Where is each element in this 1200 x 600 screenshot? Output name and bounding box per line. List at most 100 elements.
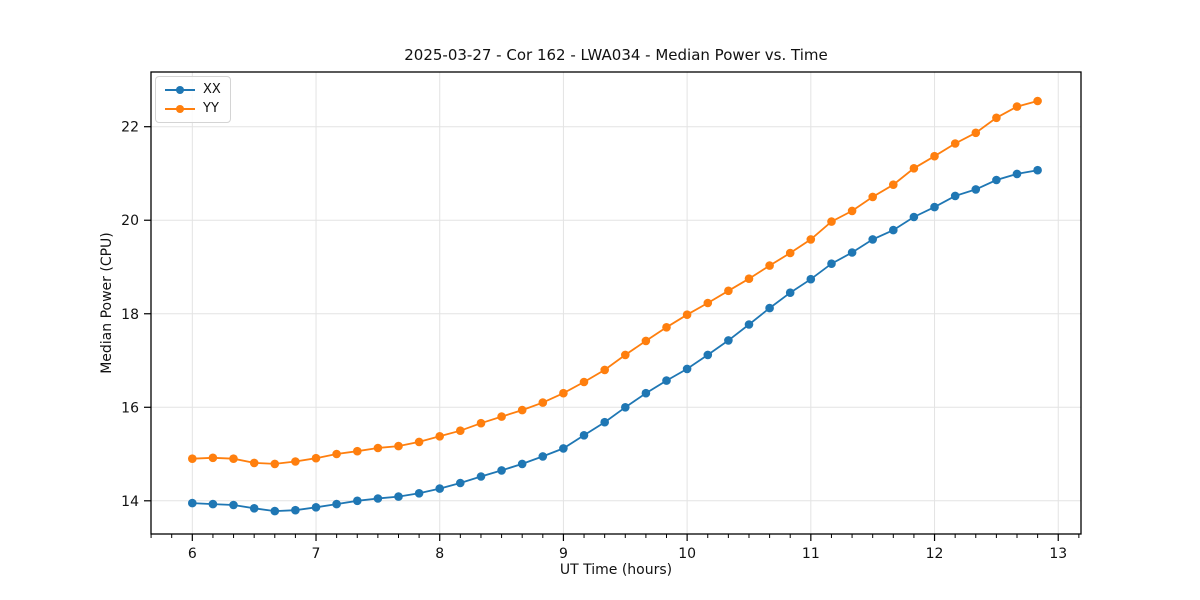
y-tick-label: 14 [121,494,139,510]
legend-label-xx: XX [203,82,221,97]
data-point-yy [1033,96,1042,106]
data-point-xx [847,248,857,257]
data-point-xx [744,320,754,329]
series-line-yy [192,100,1038,465]
data-point-xx [188,498,197,508]
legend-item-yy: YY [164,102,221,116]
data-point-xx [394,492,403,501]
data-point-xx [621,403,630,412]
y-tick-label: 22 [121,120,139,136]
legend: XX YY [155,76,231,123]
data-point-xx [724,336,733,345]
data-point-yy [785,248,795,258]
data-point-yy [971,128,981,138]
data-point-yy [1012,102,1022,111]
data-point-yy [476,418,486,428]
data-point-yy [950,139,960,148]
data-point-xx [930,202,939,212]
data-point-yy [744,274,754,284]
data-point-yy [889,180,898,189]
data-point-yy [806,235,816,244]
x-tick-label: 13 [1049,546,1067,562]
data-point-xx [559,444,568,453]
data-point-xx [785,288,795,298]
data-point-yy [394,441,403,451]
data-point-yy [414,437,424,447]
data-point-yy [662,323,671,332]
data-point-yy [373,443,383,453]
data-point-xx [662,376,671,385]
data-point-xx [414,489,424,498]
data-point-xx [600,417,609,427]
data-point-yy [517,405,527,415]
data-point-xx [456,478,465,488]
data-point-xx [950,191,960,201]
data-point-xx [270,506,280,516]
legend-label-yy: YY [203,101,219,116]
data-point-xx [641,388,651,398]
x-tick-label: 6 [188,546,197,562]
data-point-yy [311,453,321,463]
x-axis-label: UT Time (hours) [559,562,673,578]
data-point-xx [1033,165,1042,175]
data-point-xx [249,504,259,513]
x-tick-label: 7 [312,546,321,562]
data-point-xx [229,500,238,510]
data-point-xx [476,472,486,481]
data-point-xx [971,185,981,194]
data-point-yy [559,388,568,398]
data-point-xx [373,494,383,503]
x-tick-label: 8 [435,546,444,562]
data-point-yy [270,459,280,469]
data-point-xx [703,350,713,360]
chart-title: 2025-03-27 - Cor 162 - LWA034 - Median P… [404,46,828,64]
x-tick-label: 10 [678,546,696,562]
data-point-xx [579,431,589,440]
data-point-yy [538,398,548,407]
data-point-yy [703,298,713,308]
data-point-xx [291,505,300,515]
data-point-yy [621,350,630,360]
data-point-yy [353,446,362,456]
data-point-yy [600,365,609,375]
data-point-yy [291,457,300,466]
data-point-yy [579,377,589,387]
legend-swatch-yy [165,105,195,113]
x-tick-label: 11 [802,546,820,562]
data-point-xx [889,225,898,235]
data-point-yy [765,261,774,270]
data-point-yy [497,412,506,421]
data-point-xx [765,303,774,313]
data-point-xx [332,499,341,509]
data-point-xx [435,484,445,493]
y-tick-label: 20 [121,213,139,229]
data-point-xx [311,503,321,512]
data-point-xx [353,496,362,506]
data-point-xx [992,175,1001,185]
y-tick-label: 16 [121,400,139,416]
data-point-yy [188,454,197,464]
data-point-yy [332,449,341,459]
data-point-xx [868,235,877,244]
data-point-yy [641,336,651,346]
data-point-yy [930,151,939,161]
data-point-yy [868,192,877,202]
legend-swatch-xx [165,86,195,94]
data-point-xx [827,259,836,269]
data-point-yy [992,113,1001,123]
legend-item-xx: XX [164,83,221,97]
data-point-xx [497,466,506,475]
y-axis-label: Median Power (CPU) [99,232,115,374]
y-tick-label: 18 [121,307,139,323]
data-point-xx [517,459,527,469]
data-point-yy [827,217,836,226]
x-tick-label: 12 [926,546,944,562]
data-point-xx [909,212,919,222]
data-point-yy [456,426,465,436]
data-point-yy [724,286,733,296]
data-point-yy [208,453,218,463]
data-point-xx [1012,169,1022,179]
plot-border [150,71,1082,535]
